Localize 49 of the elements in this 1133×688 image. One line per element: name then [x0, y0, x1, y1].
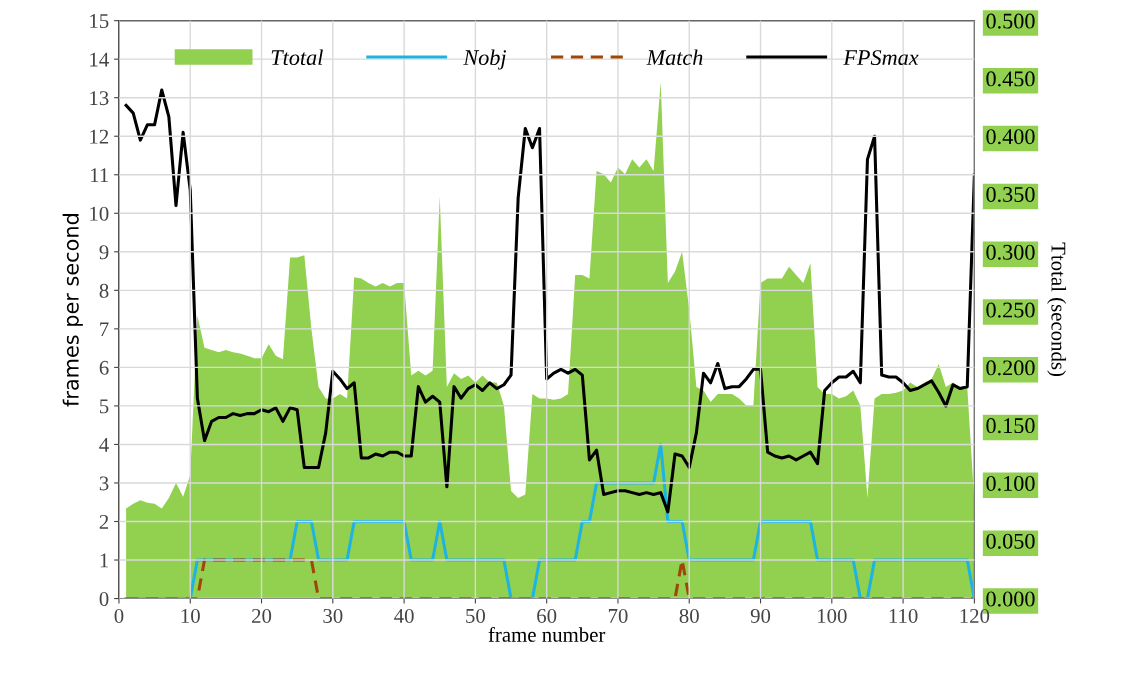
- x-tick-label: 90: [750, 608, 771, 623]
- y-tick-label: 9: [99, 245, 109, 260]
- x-tick-label: 20: [252, 608, 272, 623]
- y-tick-label: 4: [99, 437, 109, 452]
- y-tick-label: 2: [99, 514, 109, 529]
- x-tick-label: 70: [608, 608, 628, 623]
- legend-label: Nobj: [463, 49, 507, 70]
- line-series: [124, 442, 975, 599]
- y-axis-title: frames per second: [62, 214, 83, 407]
- y-tick-label: 13: [90, 91, 109, 106]
- y-tick-label: 0: [99, 591, 109, 606]
- x-axis-title: frame number: [488, 626, 606, 642]
- y-tick-label: 3: [99, 476, 109, 491]
- y-tick-label: 15: [90, 14, 109, 29]
- y2-tick-label: 0.450: [986, 71, 1035, 87]
- legend-label: Match: [646, 49, 703, 66]
- y-tick-label: 1: [100, 553, 108, 568]
- y-tick-label: 11: [91, 168, 108, 182]
- y-tick-label: 6: [99, 360, 109, 375]
- y2-tick-label: 0.400: [986, 129, 1035, 145]
- y2-tick-label: 0.250: [986, 302, 1035, 318]
- y2-tick-label: 0.200: [986, 360, 1035, 376]
- legend-label: Ttotal: [271, 49, 323, 66]
- x-tick-label: 40: [394, 608, 414, 623]
- y-tick-label: 5: [100, 399, 109, 414]
- x-tick-label: 110: [889, 608, 918, 623]
- y-tick-label: 8: [99, 283, 109, 298]
- y2-tick-label: 0.050: [986, 533, 1035, 549]
- y2-tick-label: 0.000: [986, 591, 1035, 607]
- x-tick-label: 0: [114, 608, 124, 623]
- y-tick-label: 7: [100, 322, 109, 337]
- x-tick-label: 60: [537, 608, 557, 623]
- y2-tick-label: 0.100: [986, 475, 1035, 491]
- x-tick-label: 120: [960, 608, 990, 623]
- x-tick-label: 100: [818, 608, 847, 623]
- y-tick-label: 12: [90, 129, 109, 144]
- x-tick-label: 30: [323, 608, 343, 623]
- y2-tick-label: 0.300: [986, 244, 1035, 260]
- y2-tick-label: 0.150: [986, 418, 1035, 434]
- y-tick-label: 14: [90, 52, 109, 67]
- y2-axis-title: Ttotal (seconds): [1047, 242, 1067, 377]
- x-tick-label: 10: [181, 608, 200, 623]
- line-series: [124, 88, 975, 514]
- y-tick-label: 10: [90, 206, 109, 221]
- x-tick-label: 80: [679, 608, 699, 623]
- y2-tick-label: 0.500: [986, 13, 1035, 29]
- x-tick-label: 50: [466, 608, 486, 623]
- legend-label: FPSmax: [843, 50, 919, 66]
- y2-tick-label: 0.350: [986, 186, 1035, 203]
